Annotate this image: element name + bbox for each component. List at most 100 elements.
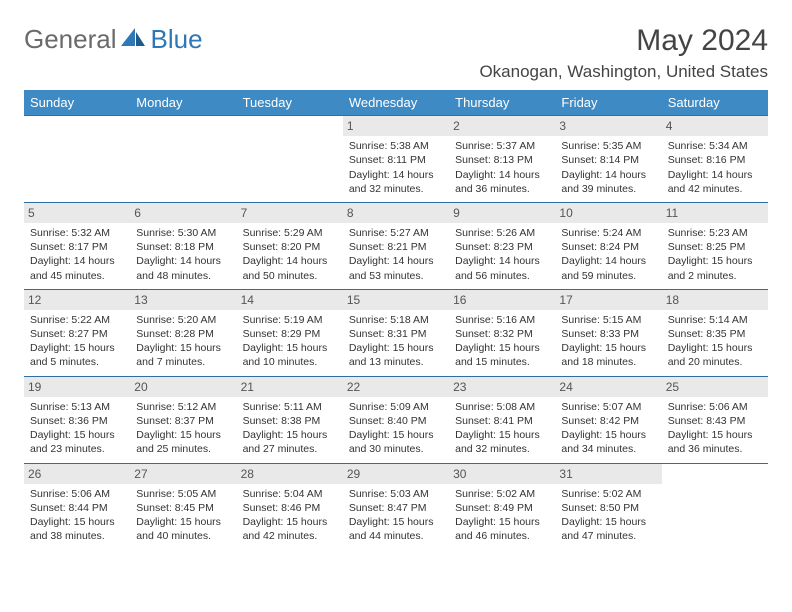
calendar-day-cell: 15Sunrise: 5:18 AMSunset: 8:31 PMDayligh… — [343, 289, 449, 376]
day-info-line: Sunrise: 5:13 AM — [30, 400, 124, 414]
day-number: 9 — [449, 203, 555, 223]
day-info-line: Sunrise: 5:19 AM — [243, 313, 337, 327]
day-info-line: Sunset: 8:41 PM — [455, 414, 549, 428]
calendar-day-cell: 4Sunrise: 5:34 AMSunset: 8:16 PMDaylight… — [662, 116, 768, 203]
calendar-day-cell: . — [130, 116, 236, 203]
day-info-line: Sunrise: 5:32 AM — [30, 226, 124, 240]
weekday-header: Sunday — [24, 90, 130, 116]
calendar-day-cell: 29Sunrise: 5:03 AMSunset: 8:47 PMDayligh… — [343, 463, 449, 549]
day-info-line: Sunset: 8:40 PM — [349, 414, 443, 428]
calendar-day-cell: 2Sunrise: 5:37 AMSunset: 8:13 PMDaylight… — [449, 116, 555, 203]
day-number: 7 — [237, 203, 343, 223]
day-info-line: Sunset: 8:16 PM — [668, 153, 762, 167]
day-info-line: Sunrise: 5:11 AM — [243, 400, 337, 414]
day-info-line: Sunset: 8:17 PM — [30, 240, 124, 254]
day-info-line: Sunrise: 5:07 AM — [561, 400, 655, 414]
day-info-line: Sunrise: 5:14 AM — [668, 313, 762, 327]
calendar-body: ...1Sunrise: 5:38 AMSunset: 8:11 PMDayli… — [24, 116, 768, 550]
day-number: 2 — [449, 116, 555, 136]
day-number: 12 — [24, 290, 130, 310]
calendar-day-cell: . — [662, 463, 768, 549]
day-info-line: Daylight: 15 hours and 25 minutes. — [136, 428, 230, 456]
day-info-line: Sunset: 8:49 PM — [455, 501, 549, 515]
day-number: 31 — [555, 464, 661, 484]
day-number: 11 — [662, 203, 768, 223]
calendar-day-cell: 1Sunrise: 5:38 AMSunset: 8:11 PMDaylight… — [343, 116, 449, 203]
day-info-line: Sunset: 8:32 PM — [455, 327, 549, 341]
day-info-line: Sunset: 8:35 PM — [668, 327, 762, 341]
calendar-week-row: 26Sunrise: 5:06 AMSunset: 8:44 PMDayligh… — [24, 463, 768, 549]
day-info-line: Sunrise: 5:06 AM — [30, 487, 124, 501]
month-title: May 2024 — [479, 24, 768, 58]
day-info-line: Sunrise: 5:23 AM — [668, 226, 762, 240]
calendar-day-cell: 8Sunrise: 5:27 AMSunset: 8:21 PMDaylight… — [343, 202, 449, 289]
day-info-line: Sunset: 8:23 PM — [455, 240, 549, 254]
calendar-day-cell: . — [24, 116, 130, 203]
calendar-day-cell: 13Sunrise: 5:20 AMSunset: 8:28 PMDayligh… — [130, 289, 236, 376]
day-number: 14 — [237, 290, 343, 310]
day-info-line: Daylight: 14 hours and 53 minutes. — [349, 254, 443, 282]
day-info-line: Sunset: 8:43 PM — [668, 414, 762, 428]
day-info-line: Daylight: 15 hours and 38 minutes. — [30, 515, 124, 543]
weekday-header: Wednesday — [343, 90, 449, 116]
day-number: 30 — [449, 464, 555, 484]
day-info-line: Sunset: 8:18 PM — [136, 240, 230, 254]
day-info-line: Sunrise: 5:05 AM — [136, 487, 230, 501]
day-info-line: Daylight: 14 hours and 45 minutes. — [30, 254, 124, 282]
calendar-day-cell: 21Sunrise: 5:11 AMSunset: 8:38 PMDayligh… — [237, 376, 343, 463]
day-info-line: Sunset: 8:20 PM — [243, 240, 337, 254]
calendar-week-row: 19Sunrise: 5:13 AMSunset: 8:36 PMDayligh… — [24, 376, 768, 463]
day-info-line: Sunset: 8:13 PM — [455, 153, 549, 167]
day-info-line: Sunset: 8:24 PM — [561, 240, 655, 254]
day-info-line: Daylight: 15 hours and 18 minutes. — [561, 341, 655, 369]
day-number: 21 — [237, 377, 343, 397]
day-number: 6 — [130, 203, 236, 223]
day-info-line: Sunrise: 5:37 AM — [455, 139, 549, 153]
logo-text-general: General — [24, 24, 117, 55]
day-info-line: Daylight: 15 hours and 40 minutes. — [136, 515, 230, 543]
day-info-line: Sunrise: 5:12 AM — [136, 400, 230, 414]
day-info-line: Sunrise: 5:38 AM — [349, 139, 443, 153]
day-info-line: Sunrise: 5:08 AM — [455, 400, 549, 414]
day-info-line: Sunrise: 5:18 AM — [349, 313, 443, 327]
calendar-day-cell: 14Sunrise: 5:19 AMSunset: 8:29 PMDayligh… — [237, 289, 343, 376]
day-info-line: Sunset: 8:42 PM — [561, 414, 655, 428]
day-info-line: Sunrise: 5:34 AM — [668, 139, 762, 153]
day-number: 18 — [662, 290, 768, 310]
day-number: 24 — [555, 377, 661, 397]
calendar-day-cell: . — [237, 116, 343, 203]
day-info-line: Sunrise: 5:15 AM — [561, 313, 655, 327]
day-info-line: Sunrise: 5:16 AM — [455, 313, 549, 327]
calendar-table: SundayMondayTuesdayWednesdayThursdayFrid… — [24, 90, 768, 549]
day-info-line: Daylight: 15 hours and 2 minutes. — [668, 254, 762, 282]
day-info-line: Daylight: 15 hours and 34 minutes. — [561, 428, 655, 456]
day-number: 8 — [343, 203, 449, 223]
day-number: 25 — [662, 377, 768, 397]
calendar-day-cell: 30Sunrise: 5:02 AMSunset: 8:49 PMDayligh… — [449, 463, 555, 549]
day-number: 29 — [343, 464, 449, 484]
day-info-line: Daylight: 15 hours and 20 minutes. — [668, 341, 762, 369]
calendar-week-row: 5Sunrise: 5:32 AMSunset: 8:17 PMDaylight… — [24, 202, 768, 289]
day-number: 16 — [449, 290, 555, 310]
day-info-line: Daylight: 15 hours and 27 minutes. — [243, 428, 337, 456]
day-number: 23 — [449, 377, 555, 397]
day-info-line: Sunrise: 5:03 AM — [349, 487, 443, 501]
day-info-line: Sunrise: 5:04 AM — [243, 487, 337, 501]
day-info-line: Sunset: 8:28 PM — [136, 327, 230, 341]
day-info-line: Sunrise: 5:20 AM — [136, 313, 230, 327]
day-info-line: Sunrise: 5:29 AM — [243, 226, 337, 240]
header: General Blue May 2024 Okanogan, Washingt… — [24, 24, 768, 82]
calendar-day-cell: 11Sunrise: 5:23 AMSunset: 8:25 PMDayligh… — [662, 202, 768, 289]
calendar-day-cell: 16Sunrise: 5:16 AMSunset: 8:32 PMDayligh… — [449, 289, 555, 376]
day-info-line: Sunrise: 5:06 AM — [668, 400, 762, 414]
day-info-line: Daylight: 14 hours and 32 minutes. — [349, 168, 443, 196]
day-number: 17 — [555, 290, 661, 310]
day-number: 4 — [662, 116, 768, 136]
day-info-line: Daylight: 15 hours and 32 minutes. — [455, 428, 549, 456]
logo-text-blue: Blue — [151, 24, 203, 55]
day-info-line: Daylight: 14 hours and 59 minutes. — [561, 254, 655, 282]
day-info-line: Daylight: 15 hours and 47 minutes. — [561, 515, 655, 543]
day-number: 13 — [130, 290, 236, 310]
day-info-line: Daylight: 14 hours and 39 minutes. — [561, 168, 655, 196]
day-info-line: Sunset: 8:31 PM — [349, 327, 443, 341]
